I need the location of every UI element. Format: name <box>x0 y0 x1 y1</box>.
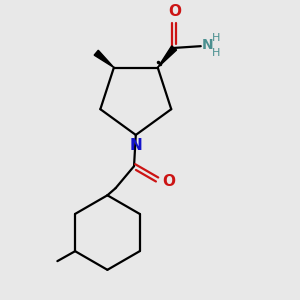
Text: H: H <box>212 48 220 58</box>
Text: N: N <box>129 139 142 154</box>
Text: H: H <box>212 33 220 43</box>
Polygon shape <box>158 46 177 68</box>
Polygon shape <box>94 50 114 68</box>
Text: O: O <box>168 4 181 19</box>
Text: N: N <box>202 38 213 52</box>
Text: O: O <box>162 174 175 189</box>
